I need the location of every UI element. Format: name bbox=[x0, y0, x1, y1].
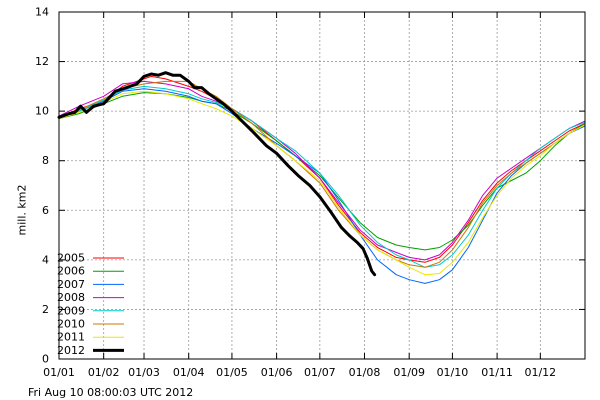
y-axis-title: mill. km2 bbox=[16, 185, 29, 236]
series-line-2010 bbox=[58, 80, 586, 268]
y-tick-label: 6 bbox=[42, 204, 49, 217]
x-tick-label: 01/02 bbox=[88, 366, 120, 379]
y-tick-label: 2 bbox=[42, 303, 49, 316]
series-line-2005 bbox=[58, 75, 586, 263]
x-tick-label: 01/11 bbox=[481, 366, 513, 379]
series-line-2008 bbox=[58, 80, 586, 261]
y-tick-label: 14 bbox=[35, 6, 49, 19]
legend-label-2011: 2011 bbox=[57, 331, 85, 344]
series-lines bbox=[57, 71, 586, 284]
x-tick-label: 01/08 bbox=[349, 366, 381, 379]
y-tick-labels: 0 2 4 6 8 10 12 14 bbox=[35, 6, 49, 366]
series-line-2012 bbox=[57, 71, 377, 277]
y-tick-label: 0 bbox=[42, 353, 49, 366]
x-tick-label: 01/01 bbox=[43, 366, 75, 379]
axis-ticks bbox=[58, 11, 585, 360]
grid bbox=[59, 12, 585, 359]
y-tick-label: 4 bbox=[42, 253, 49, 266]
legend-label-2009: 2009 bbox=[57, 304, 85, 317]
legend-label-2006: 2006 bbox=[57, 265, 85, 278]
x-tick-label: 01/06 bbox=[261, 366, 293, 379]
x-tick-labels: 01/01 01/02 01/03 01/04 01/05 01/06 01/07 01/08… bbox=[43, 366, 556, 379]
y-tick-label: 8 bbox=[42, 154, 49, 167]
timestamp-label: Fri Aug 10 08:00:03 UTC 2012 bbox=[28, 386, 193, 399]
x-tick-label: 01/03 bbox=[128, 366, 160, 379]
plot-frame bbox=[58, 11, 586, 360]
legend-label-2012: 2012 bbox=[57, 344, 85, 357]
x-tick-label: 01/04 bbox=[173, 366, 205, 379]
x-tick-label: 01/12 bbox=[524, 366, 556, 379]
legend-label-2007: 2007 bbox=[57, 278, 85, 291]
y-tick-label: 10 bbox=[35, 105, 49, 118]
x-tick-label: 01/10 bbox=[437, 366, 469, 379]
legend-label-2010: 2010 bbox=[57, 318, 85, 331]
x-tick-label: 01/05 bbox=[216, 366, 248, 379]
legend-label-2005: 2005 bbox=[57, 252, 85, 265]
legend-label-2008: 2008 bbox=[57, 291, 85, 304]
x-tick-label: 01/09 bbox=[393, 366, 425, 379]
x-tick-label: 01/07 bbox=[304, 366, 336, 379]
y-tick-label: 12 bbox=[35, 55, 49, 68]
series-line-2011 bbox=[58, 90, 586, 276]
